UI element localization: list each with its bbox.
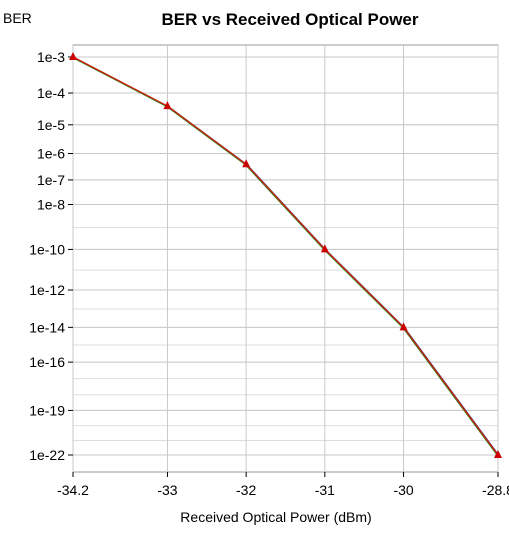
- y-tick-label: 1e-14: [29, 319, 65, 335]
- x-tick-label: -28.8: [482, 482, 509, 498]
- y-tick-label: 1e-10: [29, 241, 65, 257]
- y-tick-label: 1e-8: [37, 196, 65, 212]
- y-tick-label: 1e-7: [37, 172, 65, 188]
- chart-title: BER vs Received Optical Power: [162, 10, 419, 29]
- x-tick-label: -31: [315, 482, 335, 498]
- plot-area: [72, 44, 499, 473]
- y-tick-label: 1e-5: [37, 117, 65, 133]
- y-tick-label: 1e-3: [37, 49, 65, 65]
- data-point: [69, 52, 77, 60]
- x-tick-label: -30: [393, 482, 413, 498]
- x-tick-label: -34.2: [57, 482, 89, 498]
- series-line-primary: [72, 56, 499, 456]
- data-point: [242, 159, 251, 168]
- y-tick-label: 1e-12: [29, 282, 65, 298]
- x-axis-label: Received Optical Power (dBm): [180, 509, 371, 525]
- x-tick-label: -32: [236, 482, 256, 498]
- data-point: [399, 322, 408, 331]
- y-tick-label: 1e-19: [29, 402, 65, 418]
- data-point: [494, 450, 502, 458]
- x-tick-labels: -34.2 -33 -32 -31 -30 -28.8: [57, 472, 509, 498]
- ber-series: [72, 56, 500, 457]
- data-markers: [69, 52, 502, 458]
- y-axis-label: BER: [3, 10, 32, 26]
- y-tick-label: 1e-4: [37, 85, 65, 101]
- y-tick-labels: 1e-3 1e-4 1e-5 1e-6 1e-7 1e-8 1e-10 1e-12 1e-14 1…: [29, 49, 73, 463]
- y-tick-label: 1e-16: [29, 354, 65, 370]
- data-point: [320, 244, 329, 253]
- x-tick-label: -33: [157, 482, 177, 498]
- y-tick-label: 1e-6: [37, 146, 65, 162]
- y-tick-label: 1e-22: [29, 447, 65, 463]
- data-point: [163, 101, 172, 110]
- grid-lines: [72, 45, 499, 472]
